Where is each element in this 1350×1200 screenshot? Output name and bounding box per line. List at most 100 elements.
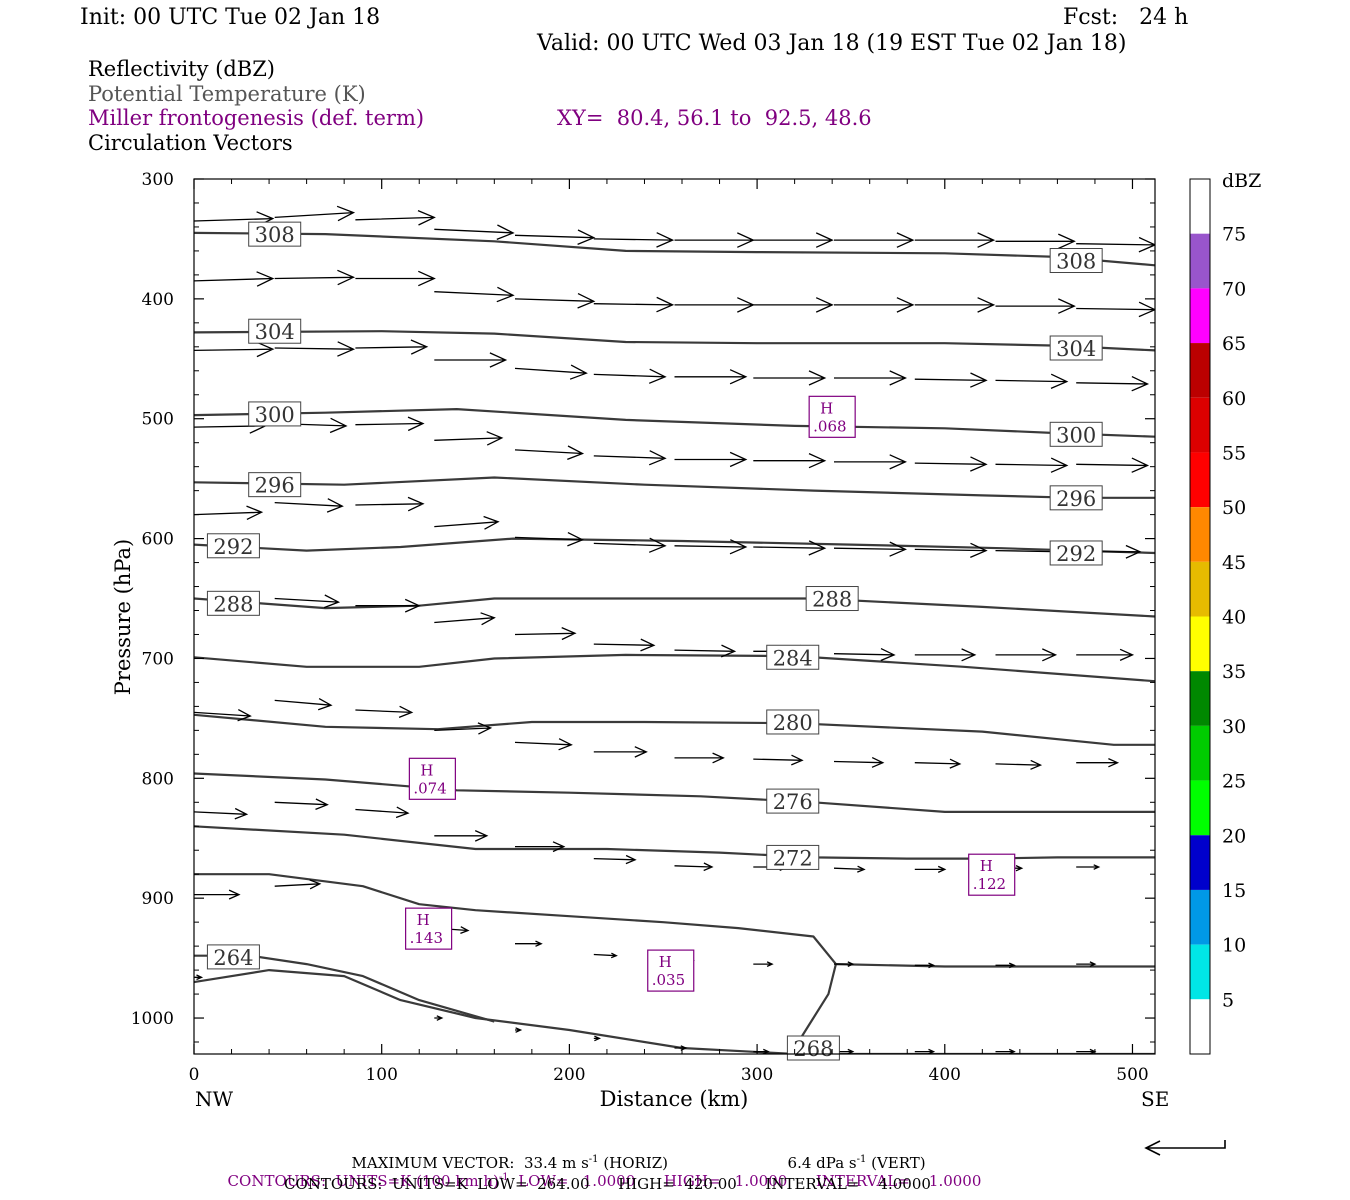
circulation-vector [194,341,275,358]
contour-label-box [1049,421,1103,447]
forecast-hour: Fcst: 24 h [1063,5,1189,30]
max-vector-caption: MAXIMUM VECTOR: 33.4 m s-1 (HORIZ) [342,1140,669,1171]
circulation-vector [753,961,774,967]
contours1-range: LOW= 1.0000 HIGH= 1.0000 INTERVAL= 1.000… [508,1172,982,1190]
circulation-vector [355,806,410,819]
colorbar-segment [1190,889,1210,945]
circulation-vector [514,738,573,751]
circulation-vector [194,974,204,981]
circulation-vector [914,542,988,558]
y-tick-label: 500 [142,410,174,430]
x-tick-label: 0 [189,1065,200,1085]
circulation-vector [674,297,755,313]
colorbar-label: 60 [1222,388,1246,410]
circulation-vector [434,286,515,303]
colorbar-label: 5 [1222,989,1234,1011]
colorbar-segment [1190,725,1210,781]
contour-label-box [248,221,302,247]
isentrope-288 [194,597,1155,618]
contour-label: 268 [786,1035,840,1061]
circulation-vector [434,224,515,241]
colorbar-segment [1190,561,1210,617]
circulation-vector [753,540,827,556]
colorbar-segment [1190,452,1210,508]
colorbar-label: 35 [1222,661,1246,683]
circulation-vector [914,1048,936,1054]
contour-label-text: 288 [213,592,253,616]
isentrope-300 [194,408,1155,438]
circulation-vector [514,293,596,309]
circulation-vector [515,1027,523,1033]
circulation-vector [274,698,333,711]
circulation-vector [434,722,493,735]
frontogenesis-max: H.122 [968,853,1016,896]
circulation-vector [514,627,577,641]
title-circulation-vectors: Circulation Vectors [88,131,293,155]
x-tick-label: 300 [741,1065,773,1085]
colorbar-segment [1190,179,1210,234]
contour-label-box [206,533,260,559]
contour-label-text: 296 [1056,487,1096,511]
contour-label: 308 [1049,248,1103,274]
contour-label-box [766,844,820,870]
contour-label: 272 [766,844,820,870]
contour-label-text: 264 [213,946,253,970]
isentrope-280 [194,713,1155,746]
frontogenesis-max-value: .035 [652,971,685,989]
frontogenesis-max: H.068 [808,395,856,438]
reflectivity-colorbar: 5 10 15 20 25 30 35 40 45 50 55 60 65 70 75 dBZ [1189,170,1261,1055]
circulation-vector [194,807,249,820]
max-vector-vert-caption: 6.4 dPa s-1 (VERT) [778,1140,926,1171]
circulation-vector [753,370,827,386]
frontogenesis-max-value: .122 [973,875,1006,893]
circulation-vector [274,594,341,609]
circulation-vector [593,952,618,959]
y-tick-label: 700 [142,649,174,669]
isentrope-304 [194,330,1155,352]
circulation-vector [434,1015,444,1021]
frontogenesis-max-box [808,395,856,438]
frontogenesis-contour-info: CONTOURS: UNITS=K (100 km h)-1 LOW= 1.00… [218,1158,982,1190]
contour-label-layer: 308 308 304 304 300 300 296 296 292 292 288 288 284 2… [206,221,1103,1061]
circulation-vector [514,364,588,380]
contour-label-box [766,709,820,735]
colorbar-label: 50 [1222,497,1246,519]
circulation-vector [834,370,907,386]
contour-label-text: 292 [213,535,253,559]
frontogenesis-max-box [405,907,453,950]
contour-label-box [1049,335,1103,361]
circulation-vector [355,270,436,287]
circulation-vector [995,298,1076,314]
contour-label: 296 [248,472,302,498]
colorbar-segment [1190,343,1210,398]
vector-layer [194,205,1155,1054]
circulation-vector [914,372,988,388]
contour-label-box [248,318,302,344]
contour-label: 288 [805,586,859,612]
contour-label-text: 280 [773,711,813,735]
frontogenesis-max-box [968,853,1016,896]
isentrope-296 [194,476,1155,499]
circulation-vector [834,961,855,967]
contour-label-box [766,788,820,814]
frontogenesis-max: H.074 [408,757,456,800]
circulation-vector [1076,301,1155,318]
contours1-exp: -1 [498,1172,509,1183]
y-axis-label: Pressure (hPa) [111,539,135,695]
max-vector-vert-exp: -1 [856,1154,867,1165]
contour-label-text: 288 [812,588,852,612]
x-axis-label: Distance (km) [600,1087,749,1111]
circulation-vector [995,457,1069,473]
isentrope-268 [194,873,838,1049]
colorbar-label: 40 [1222,607,1246,629]
frontogenesis-max-value: .074 [413,779,446,797]
circulation-vector [833,648,896,662]
circulation-vector [274,205,356,222]
colorbar-segment [1190,999,1210,1054]
isentrope-308 [194,231,1155,267]
circulation-vector [515,940,543,947]
max-vector-vert-tail: (VERT) [866,1154,926,1172]
contour-label: 300 [1049,421,1103,447]
circulation-vector [674,644,737,658]
